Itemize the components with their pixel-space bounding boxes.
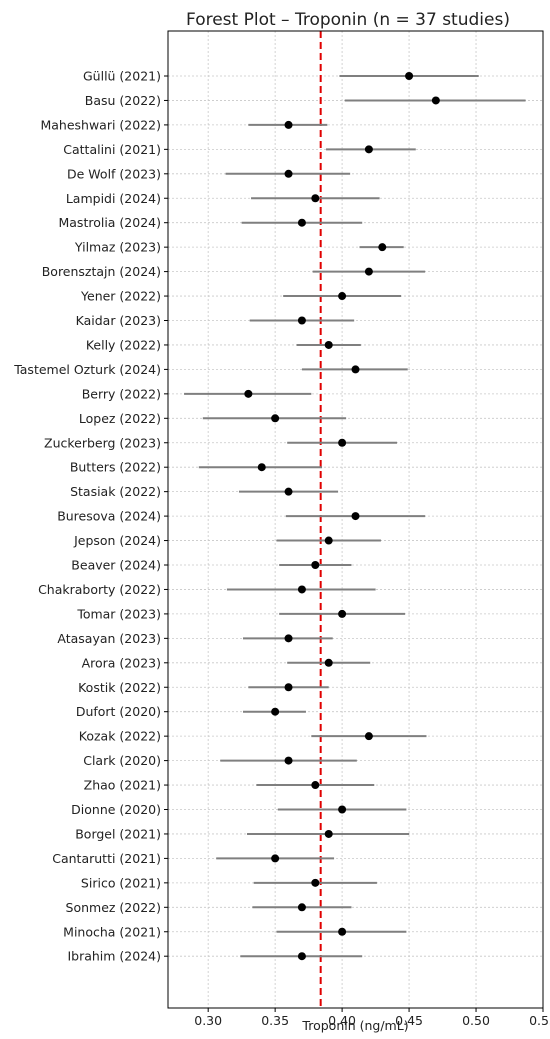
study-label: Yilmaz (2023) (74, 240, 161, 255)
point-estimate (311, 781, 320, 790)
study-label: Zuckerberg (2023) (44, 435, 161, 450)
study-label: Clark (2020) (83, 753, 161, 768)
study-label: Cattalini (2021) (63, 142, 161, 157)
study-label: Sonmez (2022) (66, 900, 161, 915)
study-label: Jepson (2024) (73, 533, 161, 548)
study-label: Chakraborty (2022) (38, 582, 161, 597)
point-estimate (324, 536, 333, 545)
point-estimate (297, 585, 306, 594)
point-estimate (244, 389, 253, 398)
study-label: Beaver (2024) (71, 558, 161, 573)
point-estimate (284, 169, 293, 178)
x-tick-label: 0.45 (395, 1013, 423, 1028)
study-label: Atasayan (2023) (57, 631, 161, 646)
study-label: Cantarutti (2021) (52, 851, 161, 866)
study-label: Ibrahim (2024) (67, 949, 161, 964)
point-estimate (338, 438, 347, 447)
point-estimate (271, 707, 280, 716)
point-estimate (431, 96, 440, 105)
point-estimate (338, 609, 347, 618)
study-label: Kostik (2022) (78, 680, 161, 695)
study-label: Lopez (2022) (79, 411, 161, 426)
study-label: Berry (2022) (82, 386, 161, 401)
study-labels: Güllü (2021) Basu (2022) Maheshwari (2022)… (13, 69, 168, 964)
point-estimate (284, 756, 293, 765)
x-axis-ticks: 0.30 0.35 0.40 0.45 0.50 0.55 (194, 1008, 550, 1028)
point-estimate (284, 683, 293, 692)
study-markers (184, 72, 526, 961)
study-label: Borensztajn (2024) (42, 264, 161, 279)
point-estimate (324, 658, 333, 667)
point-estimate (338, 805, 347, 814)
point-estimate (351, 512, 360, 521)
chart-title: Forest Plot – Troponin (n = 37 studies) (186, 10, 510, 30)
point-estimate (324, 829, 333, 838)
point-estimate (297, 903, 306, 912)
point-estimate (364, 732, 373, 741)
study-label: Arora (2023) (82, 655, 161, 670)
point-estimate (311, 878, 320, 887)
point-estimate (284, 634, 293, 643)
point-estimate (324, 340, 333, 349)
point-estimate (351, 365, 360, 374)
point-estimate (297, 316, 306, 325)
point-estimate (364, 267, 373, 276)
study-label: Mastrolia (2024) (58, 215, 161, 230)
point-estimate (338, 927, 347, 936)
point-estimate (338, 292, 347, 301)
study-label: De Wolf (2023) (67, 166, 161, 181)
study-label: Sirico (2021) (81, 875, 161, 890)
point-estimate (311, 561, 320, 569)
study-label: Zhao (2021) (84, 778, 161, 793)
study-label: Kelly (2022) (86, 337, 161, 352)
point-estimate (364, 145, 373, 154)
point-estimate (297, 218, 306, 227)
study-label: Maheshwari (2022) (40, 117, 161, 132)
point-estimate (284, 487, 293, 496)
point-estimate (257, 463, 266, 472)
plot-frame (167, 30, 544, 1009)
study-label: Tomar (2023) (76, 606, 161, 621)
point-estimate (284, 120, 293, 129)
x-tick-label: 0.40 (328, 1013, 356, 1028)
point-estimate (271, 854, 280, 863)
x-tick-label: 0.30 (194, 1013, 222, 1028)
study-label: Kozak (2022) (79, 729, 161, 744)
study-label: Borgel (2021) (75, 826, 161, 841)
study-label: Dufort (2020) (76, 704, 161, 719)
study-label: Basu (2022) (85, 93, 161, 108)
study-label: Lampidi (2024) (66, 191, 161, 206)
point-estimate (378, 243, 387, 252)
study-label: Butters (2022) (70, 460, 161, 475)
grid (168, 31, 544, 1008)
x-tick-label: 0.50 (462, 1013, 490, 1028)
study-label: Dionne (2020) (71, 802, 161, 817)
point-estimate (297, 952, 306, 961)
point-estimate (271, 414, 280, 423)
study-label: Stasiak (2022) (70, 484, 161, 499)
study-label: Minocha (2021) (63, 924, 161, 939)
x-axis-label: Troponin (ng/mL) (301, 1018, 408, 1033)
study-label: Yener (2022) (80, 289, 161, 304)
study-label: Buresova (2024) (57, 509, 161, 524)
x-tick-label: 0.35 (261, 1013, 289, 1028)
study-label: Güllü (2021) (83, 69, 161, 84)
point-estimate (311, 194, 320, 203)
point-estimate (405, 72, 414, 80)
study-label: Tastemel Ozturk (2024) (13, 362, 161, 377)
x-tick-label: 0.55 (529, 1013, 550, 1028)
study-label: Kaidar (2023) (76, 313, 161, 328)
